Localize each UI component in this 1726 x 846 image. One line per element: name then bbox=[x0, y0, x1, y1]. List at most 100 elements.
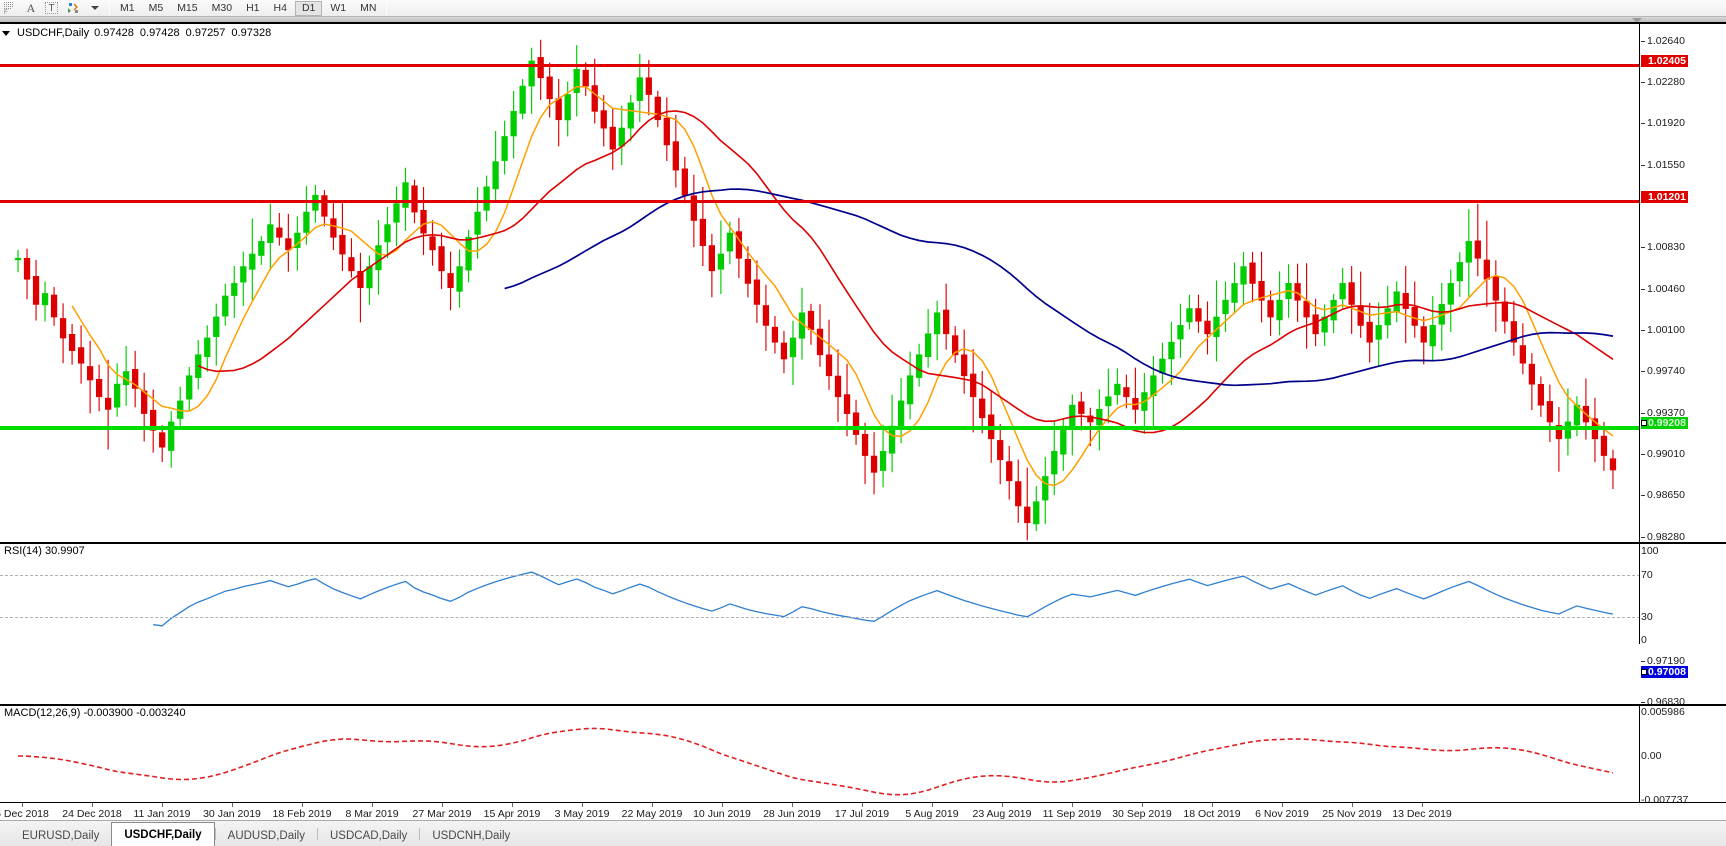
timeframe-mn[interactable]: MN bbox=[360, 2, 377, 14]
date-label: 5 Aug 2019 bbox=[905, 808, 959, 820]
date-tick bbox=[722, 803, 723, 807]
price-plot-canvas[interactable] bbox=[0, 24, 1640, 542]
date-tick bbox=[862, 803, 863, 807]
date-tick bbox=[1072, 803, 1073, 807]
date-tick bbox=[162, 803, 163, 807]
date-tick bbox=[1422, 803, 1423, 807]
price-tick: 0.98650 bbox=[1641, 490, 1685, 500]
chevron-down-icon[interactable] bbox=[85, 0, 105, 16]
ohlc-open: 0.97428 bbox=[94, 27, 134, 39]
date-axis[interactable]: 5 Dec 2018 24 Dec 2018 11 Jan 2019 30 Jan 2… bbox=[0, 802, 1726, 824]
rsi-guide-70 bbox=[0, 575, 1639, 576]
candlestick-series bbox=[14, 39, 1617, 541]
level-drag-handle[interactable] bbox=[1641, 420, 1647, 426]
symbol-name: USDCHF,Daily bbox=[17, 27, 90, 39]
date-label: 30 Jan 2019 bbox=[203, 808, 261, 820]
rsi-tick: 100 bbox=[1641, 545, 1659, 558]
caret-glyph bbox=[91, 6, 99, 10]
price-pane[interactable]: 1.02640 1.02280 1.01920 1.01550 1.00830 1.004… bbox=[0, 24, 1726, 748]
ohlc-close: 0.97328 bbox=[231, 27, 272, 39]
price-tick: 1.00100 bbox=[1641, 325, 1685, 335]
date-label: 23 Aug 2019 bbox=[972, 808, 1032, 820]
symbol-header: USDCHF,Daily 0.97428 0.97428 0.97257 0.9… bbox=[2, 27, 271, 39]
chart-menu-caret-icon[interactable] bbox=[2, 30, 10, 36]
date-tick bbox=[582, 803, 583, 807]
date-label: 3 May 2019 bbox=[554, 808, 610, 820]
timeframe-h1[interactable]: H1 bbox=[246, 2, 260, 14]
ohlc-values: 0.97428 0.97428 0.97257 0.97328 bbox=[94, 27, 271, 39]
price-scale-axis[interactable]: 1.02640 1.02280 1.01920 1.01550 1.00830 1.004… bbox=[1641, 24, 1726, 748]
timeframe-m5[interactable]: M5 bbox=[148, 2, 164, 14]
date-label: 18 Oct 2019 bbox=[1183, 808, 1241, 820]
tab-audusd[interactable]: AUDUSD,Daily bbox=[227, 829, 305, 842]
price-tick: 0.99370 bbox=[1641, 408, 1685, 418]
date-label: 10 Jun 2019 bbox=[693, 808, 751, 820]
date-label: 17 Jul 2019 bbox=[834, 808, 890, 820]
tab-divider bbox=[316, 827, 318, 840]
chart-area[interactable]: 1.02640 1.02280 1.01920 1.01550 1.00830 1.004… bbox=[0, 22, 1726, 824]
timeframe-h4[interactable]: H4 bbox=[273, 2, 287, 14]
rsi-tick: 70 bbox=[1641, 569, 1653, 582]
support-line-green[interactable] bbox=[0, 426, 1639, 430]
date-tick bbox=[232, 803, 233, 807]
macd-tick: 0.00 bbox=[1641, 750, 1662, 763]
tab-usdchf[interactable]: USDCHF,Daily bbox=[111, 822, 215, 846]
tab-usdcad[interactable]: USDCAD,Daily bbox=[329, 829, 408, 842]
rsi-plot-canvas[interactable] bbox=[0, 544, 1640, 644]
macd-series bbox=[17, 727, 1614, 796]
resistance-line-1[interactable] bbox=[0, 64, 1639, 67]
macd-pane[interactable]: 0.005986 0.00 -0.007737 MACD(12,26,9) -0.0… bbox=[0, 704, 1726, 805]
rsi-pane[interactable]: 100 70 30 0 RSI(14) 30.9907 bbox=[0, 542, 1726, 647]
date-tick bbox=[442, 803, 443, 807]
text-label-icon[interactable]: A bbox=[21, 0, 41, 16]
rsi-label[interactable]: RSI(14) 30.9907 bbox=[4, 545, 85, 557]
tab-divider bbox=[214, 827, 216, 840]
chart-tab-bar[interactable]: EURUSD,Daily USDCHF,Daily AUDUSD,Daily USDC… bbox=[0, 820, 1726, 846]
crosshair-grid-icon[interactable]: F bbox=[0, 0, 21, 16]
date-tick bbox=[92, 803, 93, 807]
timeframe-m15[interactable]: M15 bbox=[177, 2, 198, 14]
toolbar-separator-2 bbox=[386, 1, 388, 15]
price-tick: 1.02280 bbox=[1641, 77, 1685, 87]
timeframe-group: M1 M5 M15 M30 H1 H4 D1 W1 MN bbox=[114, 0, 382, 16]
date-label: 27 Mar 2019 bbox=[412, 808, 472, 820]
tab-eurusd[interactable]: EURUSD,Daily bbox=[22, 829, 100, 842]
scroll-marker-icon[interactable] bbox=[1632, 18, 1642, 23]
date-label: 6 Nov 2019 bbox=[1255, 808, 1309, 820]
chart-horizontal-scrollbar[interactable] bbox=[0, 17, 1726, 22]
date-tick bbox=[652, 803, 653, 807]
timeframe-d1[interactable]: D1 bbox=[294, 0, 323, 16]
rsi-tick: 30 bbox=[1641, 611, 1653, 624]
price-tag-green[interactable]: 0.99208 bbox=[1641, 417, 1688, 429]
date-label: 5 Dec 2018 bbox=[0, 808, 49, 820]
rsi-guide-30 bbox=[0, 617, 1639, 618]
resistance-line-2[interactable] bbox=[0, 200, 1639, 203]
date-tick bbox=[1002, 803, 1003, 807]
svg-text:F: F bbox=[4, 10, 8, 14]
price-tag-red[interactable]: 1.02405 bbox=[1641, 55, 1688, 67]
date-label: 18 Feb 2019 bbox=[272, 808, 332, 820]
macd-label[interactable]: MACD(12,26,9) -0.003900 -0.003240 bbox=[4, 707, 186, 719]
macd-plot-canvas[interactable] bbox=[0, 706, 1640, 802]
date-label: 8 Mar 2019 bbox=[345, 808, 399, 820]
date-label: 24 Dec 2018 bbox=[62, 808, 122, 820]
arrows-icon[interactable] bbox=[62, 0, 85, 16]
timeframe-w1[interactable]: W1 bbox=[330, 2, 347, 14]
price-tag-red[interactable]: 1.01201 bbox=[1641, 191, 1688, 203]
ohlc-high: 0.97428 bbox=[139, 27, 180, 39]
timeframe-m30[interactable]: M30 bbox=[211, 2, 233, 14]
date-label: 11 Jan 2019 bbox=[133, 808, 191, 820]
price-tick: 0.98280 bbox=[1641, 532, 1685, 542]
price-tag-blue[interactable]: 0.97008 bbox=[1641, 666, 1688, 678]
date-label: 22 May 2019 bbox=[621, 808, 683, 820]
date-tick bbox=[512, 803, 513, 807]
rsi-tick: 0 bbox=[1641, 634, 1647, 647]
tab-usdcnh[interactable]: USDCNH,Daily bbox=[432, 829, 511, 842]
date-label: 30 Sep 2019 bbox=[1112, 808, 1172, 820]
level-drag-handle[interactable] bbox=[1641, 669, 1647, 675]
tab-divider bbox=[419, 827, 421, 840]
rsi-scale-axis: 100 70 30 0 bbox=[1641, 544, 1726, 647]
text-box-icon[interactable]: T bbox=[41, 0, 62, 16]
timeframe-m1[interactable]: M1 bbox=[120, 2, 135, 14]
